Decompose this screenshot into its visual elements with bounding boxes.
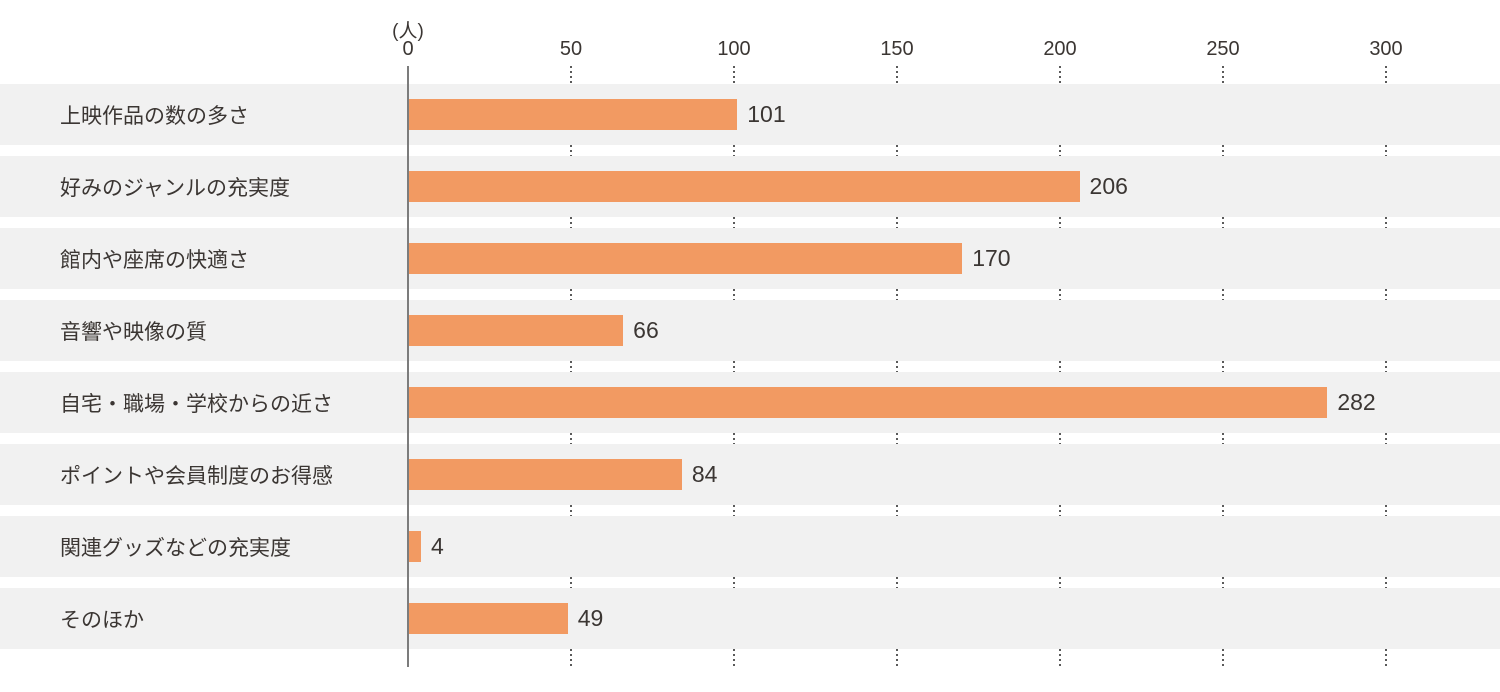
grid-dot-segment	[1059, 361, 1061, 372]
grid-dot-segment	[1059, 433, 1061, 444]
grid-dot-segment	[733, 145, 735, 156]
grid-dot-segment	[1385, 505, 1387, 516]
grid-dot-segment	[1222, 577, 1224, 588]
grid-dot-segment	[1222, 649, 1224, 667]
bar	[408, 171, 1080, 202]
grid-dot-segment	[896, 289, 898, 300]
x-tick-label: 200	[1043, 38, 1077, 60]
value-label: 282	[1337, 389, 1376, 415]
grid-dot-segment	[896, 361, 898, 372]
grid-dot-segment	[1385, 433, 1387, 444]
grid-dot-segment	[1059, 577, 1061, 588]
bar	[408, 459, 682, 490]
chart-row: 音響や映像の質 66	[0, 300, 1500, 361]
grid-dot-segment	[1059, 66, 1061, 84]
grid-dot-segment	[733, 577, 735, 588]
grid-dot-segment	[570, 217, 572, 228]
x-tick-label: 150	[880, 38, 914, 60]
bar	[408, 315, 624, 346]
grid-dot-segment	[1385, 361, 1387, 372]
grid-dot-segment	[1222, 433, 1224, 444]
grid-dot-segment	[1385, 217, 1387, 228]
bar	[408, 99, 738, 130]
grid-dot-segment	[1222, 145, 1224, 156]
bar	[408, 603, 568, 634]
grid-dot-segment	[570, 289, 572, 300]
grid-dot-segment	[570, 361, 572, 372]
grid-dot-segment	[1059, 505, 1061, 516]
bar	[408, 243, 963, 274]
grid-dot-segment	[733, 649, 735, 667]
category-label: ポイントや会員制度のお得感	[60, 464, 333, 488]
grid-dot-segment	[1059, 145, 1061, 156]
category-label: 好みのジャンルの充実度	[60, 176, 290, 200]
x-tick-label: 0	[402, 38, 414, 60]
bar	[408, 531, 422, 562]
grid-dot-segment	[1222, 66, 1224, 84]
chart-row: そのほか 49	[0, 588, 1500, 649]
x-tick-label: 250	[1206, 38, 1240, 60]
grid-dot-segment	[733, 66, 735, 84]
chart-row: 上映作品の数の多さ 101	[0, 84, 1500, 145]
category-label: 自宅・職場・学校からの近さ	[60, 392, 333, 416]
grid-dot-segment	[1385, 289, 1387, 300]
grid-dot-segment	[570, 433, 572, 444]
value-label: 4	[431, 533, 444, 559]
y-axis-line	[407, 66, 409, 667]
grid-dot-segment	[733, 505, 735, 516]
grid-dot-segment	[1222, 217, 1224, 228]
chart-row: 関連グッズなどの充実度 4	[0, 516, 1500, 577]
category-label: 関連グッズなどの充実度	[60, 536, 291, 560]
grid-dot-segment	[1385, 577, 1387, 588]
grid-dot-segment	[1222, 289, 1224, 300]
value-label: 84	[691, 461, 718, 487]
bar	[408, 387, 1328, 418]
grid-dot-segment	[1059, 289, 1061, 300]
value-label: 101	[747, 101, 786, 127]
grid-dot-segment	[896, 505, 898, 516]
grid-dot-segment	[570, 649, 572, 667]
chart-row: 館内や座席の快適さ 170	[0, 228, 1500, 289]
grid-dot-segment	[733, 433, 735, 444]
x-tick-label: 300	[1369, 38, 1403, 60]
grid-dot-segment	[896, 217, 898, 228]
grid-dot-segment	[1385, 649, 1387, 667]
grid-dot-segment	[733, 217, 735, 228]
x-tick-label: 100	[717, 38, 751, 60]
category-label: そのほか	[60, 608, 144, 632]
chart-row: 好みのジャンルの充実度 206	[0, 156, 1500, 217]
grid-dot-segment	[1059, 649, 1061, 667]
grid-dot-segment	[570, 505, 572, 516]
grid-dot-segment	[896, 577, 898, 588]
grid-dot-segment	[1222, 505, 1224, 516]
grid-dot-segment	[896, 649, 898, 667]
category-label: 館内や座席の快適さ	[60, 248, 249, 272]
axis-unit-label: (人)	[392, 21, 424, 42]
x-tick-label: 50	[559, 38, 583, 60]
value-label: 49	[577, 605, 604, 631]
value-label: 170	[972, 245, 1011, 271]
grid-dot-segment	[1385, 66, 1387, 84]
grid-dot-segment	[570, 577, 572, 588]
category-label: 上映作品の数の多さ	[60, 104, 249, 128]
grid-dot-segment	[733, 289, 735, 300]
value-label: 66	[633, 317, 659, 343]
chart-row: ポイントや会員制度のお得感 84	[0, 444, 1500, 505]
chart-row: 自宅・職場・学校からの近さ 282	[0, 372, 1500, 433]
grid-dot-segment	[570, 66, 572, 84]
grid-dot-segment	[570, 145, 572, 156]
grid-dot-segment	[896, 145, 898, 156]
grid-dot-segment	[1059, 217, 1061, 228]
grid-dot-segment	[1222, 361, 1224, 372]
grid-dot-segment	[896, 66, 898, 84]
grid-dot-segment	[733, 361, 735, 372]
value-label: 206	[1089, 173, 1128, 199]
grid-dot-segment	[1385, 145, 1387, 156]
grid-dot-segment	[896, 433, 898, 444]
category-label: 音響や映像の質	[60, 320, 207, 344]
